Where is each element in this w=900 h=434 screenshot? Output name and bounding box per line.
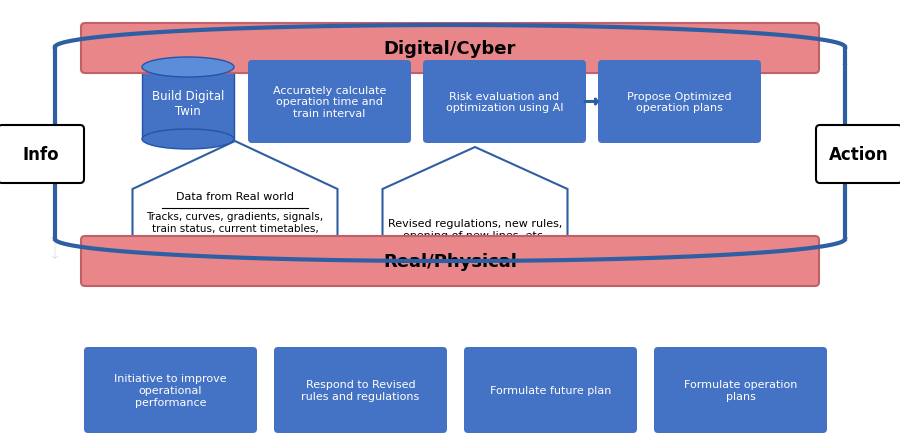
FancyBboxPatch shape	[598, 61, 761, 144]
FancyBboxPatch shape	[248, 61, 411, 144]
Text: Formulate future plan: Formulate future plan	[490, 385, 611, 395]
Text: Tracks, curves, gradients, signals,
train status, current timetables,
operation : Tracks, curves, gradients, signals, trai…	[147, 211, 324, 245]
Text: Initiative to improve
operational
performance: Initiative to improve operational perfor…	[114, 374, 227, 407]
FancyBboxPatch shape	[84, 347, 257, 433]
Ellipse shape	[142, 130, 234, 150]
Text: Data from Real world: Data from Real world	[176, 191, 294, 201]
FancyBboxPatch shape	[142, 68, 234, 140]
FancyBboxPatch shape	[464, 347, 637, 433]
FancyBboxPatch shape	[81, 237, 819, 286]
Ellipse shape	[142, 58, 234, 78]
Polygon shape	[132, 141, 338, 279]
Text: Formulate operation
plans: Formulate operation plans	[684, 379, 797, 401]
FancyBboxPatch shape	[0, 126, 84, 184]
Text: Respond to Revised
rules and regulations: Respond to Revised rules and regulations	[302, 379, 419, 401]
Text: Action: Action	[829, 146, 889, 164]
Text: Digital/Cyber: Digital/Cyber	[383, 40, 517, 58]
Text: Risk evaluation and
optimization using AI: Risk evaluation and optimization using A…	[446, 92, 563, 113]
FancyBboxPatch shape	[654, 347, 827, 433]
Text: Accurately calculate
operation time and
train interval: Accurately calculate operation time and …	[273, 85, 386, 119]
FancyBboxPatch shape	[274, 347, 447, 433]
Text: Info: Info	[22, 146, 59, 164]
Text: Revised regulations, new rules,
opening of new lines, etc.: Revised regulations, new rules, opening …	[388, 219, 562, 240]
FancyBboxPatch shape	[816, 126, 900, 184]
FancyBboxPatch shape	[423, 61, 586, 144]
Text: Propose Optimized
operation plans: Propose Optimized operation plans	[627, 92, 732, 113]
FancyBboxPatch shape	[81, 24, 819, 74]
Text: Build Digital
Twin: Build Digital Twin	[152, 90, 224, 118]
Text: Real/Physical: Real/Physical	[383, 253, 517, 270]
Polygon shape	[382, 148, 568, 279]
